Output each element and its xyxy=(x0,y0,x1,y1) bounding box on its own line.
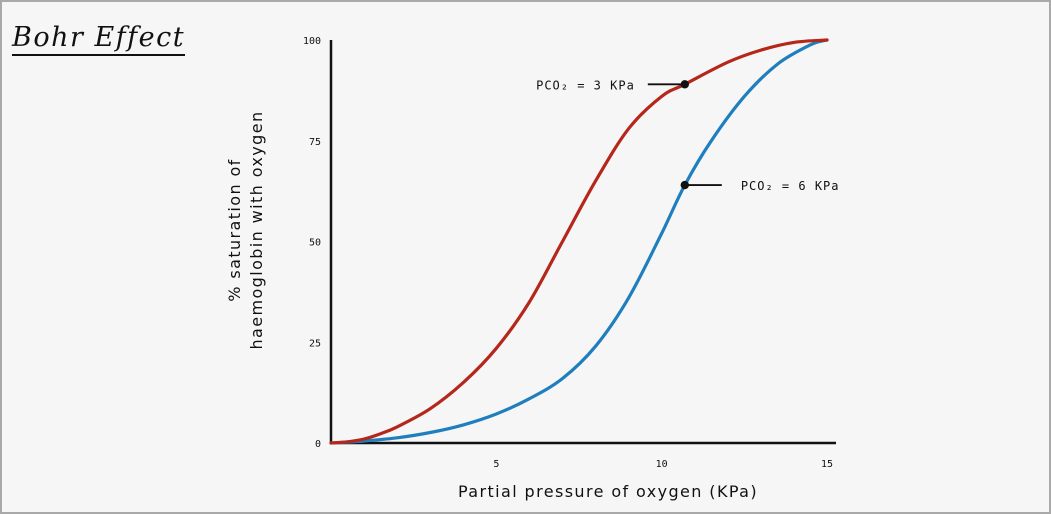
y-tick-label: 100 xyxy=(303,36,321,47)
annotation-label-pco2-6kpa: PCO₂ = 6 KPa xyxy=(741,179,840,193)
annotation-dot-pco2-3kpa xyxy=(680,80,690,89)
x-tick-label: 10 xyxy=(656,459,668,470)
y-tick-label: 75 xyxy=(309,137,321,148)
annotation-dot-pco2-6kpa xyxy=(680,180,690,190)
y-tick-label: 0 xyxy=(315,439,321,450)
annotation-label-pco2-3kpa: PCO₂ = 3 KPa xyxy=(536,78,635,92)
series-line-pco2-3kpa xyxy=(329,38,829,445)
plot-area: 0 25 50 75 100 5 10 15 PCO₂ = 3 KPa PCO₂ = 6 KPa xyxy=(303,36,840,470)
y-tick-label: 50 xyxy=(309,238,321,249)
x-axis-title: Partial pressure of oxygen (KPa) xyxy=(458,482,758,501)
y-tick-label: 25 xyxy=(309,338,321,349)
chart-title: Bohr Effect xyxy=(12,22,186,56)
y-axis-title-line-1: % saturation of xyxy=(225,158,244,301)
x-tick-label: 5 xyxy=(493,459,499,470)
y-axis-title: % saturation of haemoglobin with oxygen xyxy=(225,111,266,350)
x-tick-label: 15 xyxy=(821,459,833,470)
y-axis-title-line-2: haemoglobin with oxygen xyxy=(247,111,266,350)
series-line-pco2-6kpa xyxy=(329,38,829,445)
